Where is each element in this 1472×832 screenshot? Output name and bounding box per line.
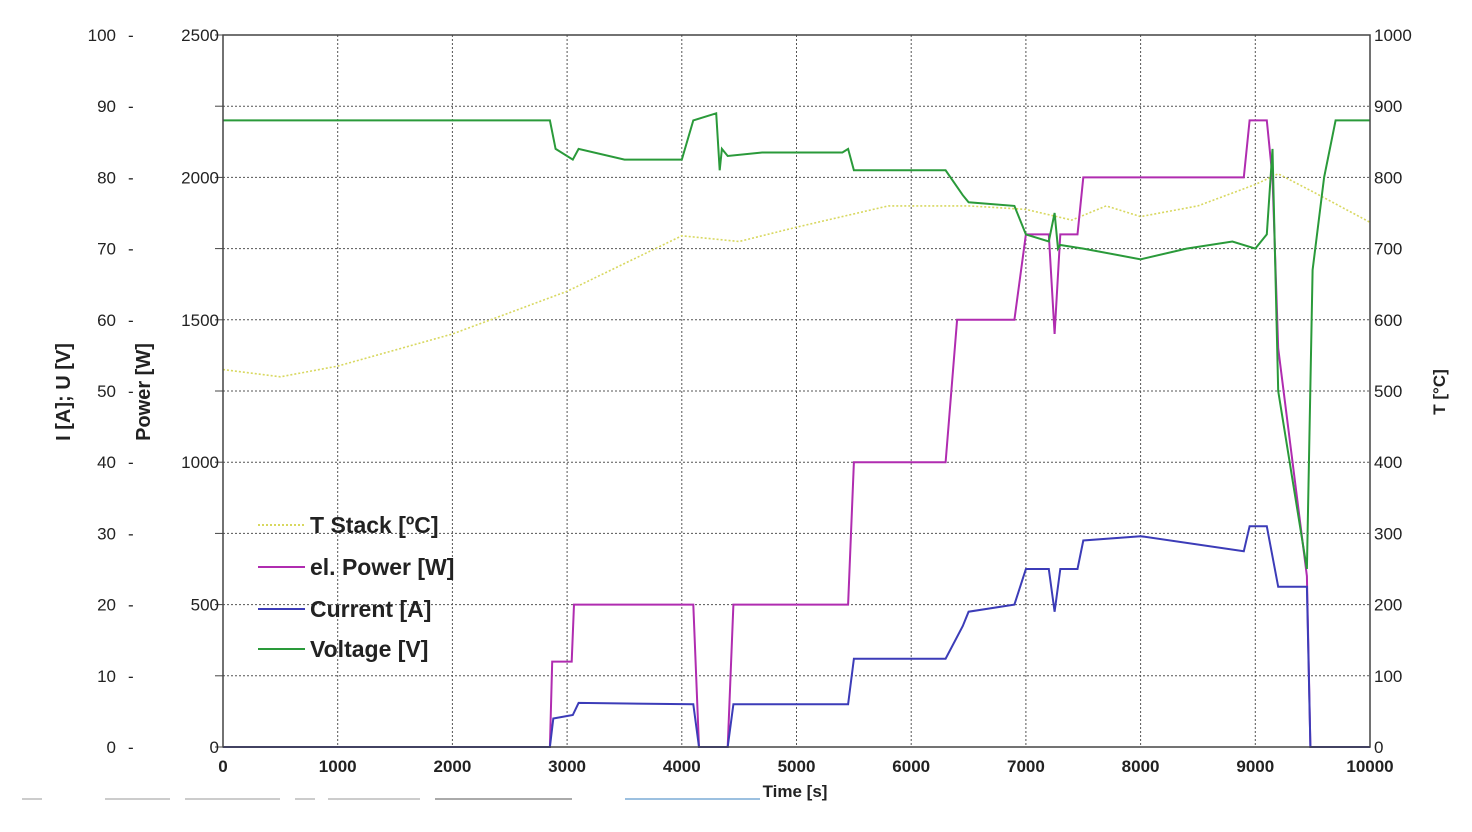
left-outer-tick-label: 70 (97, 240, 116, 259)
x-tick-label: 8000 (1122, 757, 1160, 776)
left-outer-tick-label: 20 (97, 596, 116, 615)
left-outer-tick-mark: - (128, 97, 134, 116)
temperature-tick-label: 300 (1374, 524, 1402, 543)
left-outer-tick-mark: - (128, 168, 134, 187)
temperature-tick-label: 200 (1374, 596, 1402, 615)
left-outer-tick-label: 50 (97, 382, 116, 401)
temperature-tick-label: 500 (1374, 382, 1402, 401)
left-outer-tick-mark: - (128, 667, 134, 686)
left-outer-tick-mark: - (128, 596, 134, 615)
x-tick-label: 7000 (1007, 757, 1045, 776)
temperature-tick-label: 700 (1374, 240, 1402, 259)
left-outer-tick-label: 80 (97, 168, 116, 187)
legend-label: Current [A] (310, 596, 431, 622)
left-outer-tick-label: 40 (97, 453, 116, 472)
left-outer-tick-label: 30 (97, 524, 116, 543)
y-axis-label-temperature: T [°C] (1430, 369, 1449, 415)
temperature-tick-label: 1000 (1374, 26, 1412, 45)
y-axis-label-current-voltage: I [A]; U [V] (53, 343, 75, 441)
left-outer-tick-mark: - (128, 26, 134, 45)
power-tick-label: 0 (210, 738, 219, 757)
left-outer-tick-mark: - (128, 311, 134, 330)
temperature-tick-label: 600 (1374, 311, 1402, 330)
left-outer-tick-label: 0 (107, 738, 116, 757)
left-outer-tick-label: 60 (97, 311, 116, 330)
y-axis-label-power: Power [W] (133, 343, 155, 441)
temperature-tick-label: 100 (1374, 667, 1402, 686)
x-axis-label: Time [s] (763, 782, 828, 801)
temperature-tick-label: 400 (1374, 453, 1402, 472)
left-outer-tick-mark: - (128, 524, 134, 543)
legend-label: T Stack [ºC] (310, 512, 439, 538)
x-tick-label: 2000 (433, 757, 471, 776)
x-tick-label: 1000 (319, 757, 357, 776)
left-outer-tick-mark: - (128, 738, 134, 757)
power-tick-label: 500 (191, 596, 219, 615)
x-tick-label: 3000 (548, 757, 586, 776)
left-outer-tick-mark: - (128, 240, 134, 259)
legend-label: el. Power [W] (310, 554, 454, 580)
legend: T Stack [ºC] el. Power [W] Current [A] Volt… (258, 512, 454, 662)
x-tick-label: 10000 (1346, 757, 1393, 776)
x-tick-label: 5000 (778, 757, 816, 776)
left-outer-tick-label: 100 (88, 26, 116, 45)
power-tick-label: 2000 (181, 168, 219, 187)
left-outer-tick-label: 90 (97, 97, 116, 116)
left-outer-tick-label: 10 (97, 667, 116, 686)
x-tick-label: 6000 (892, 757, 930, 776)
temperature-tick-label: 0 (1374, 738, 1383, 757)
power-tick-label: 1500 (181, 311, 219, 330)
power-tick-label: 2500 (181, 26, 219, 45)
power-tick-label: 1000 (181, 453, 219, 472)
left-outer-tick-mark: - (128, 453, 134, 472)
legend-label: Voltage [V] (310, 636, 428, 662)
temperature-tick-label: 900 (1374, 97, 1402, 116)
temperature-tick-label: 800 (1374, 168, 1402, 187)
x-tick-label: 9000 (1236, 757, 1274, 776)
x-tick-label: 0 (218, 757, 227, 776)
x-tick-label: 4000 (663, 757, 701, 776)
